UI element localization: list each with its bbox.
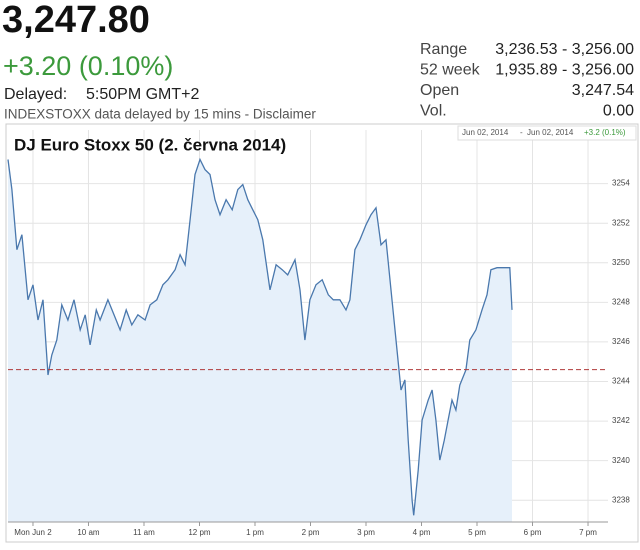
x-tick-label: Mon Jun 2 — [14, 528, 52, 537]
x-tick-label: 7 pm — [579, 528, 597, 537]
y-tick-label: 3246 — [612, 337, 630, 346]
range-box-bg — [457, 125, 637, 141]
x-tick-label: 6 pm — [524, 528, 542, 537]
x-tick-label: 11 am — [133, 528, 155, 537]
stat-label: Range — [420, 41, 467, 58]
x-tick-label: 4 pm — [413, 528, 431, 537]
x-tick-label: 2 pm — [302, 528, 320, 537]
y-tick-label: 3238 — [612, 495, 630, 504]
stat-value: 0.00 — [603, 103, 634, 120]
plot: 3238 3240 3242 3244 3246 3248 3250 3252 3254 Mon … — [7, 130, 630, 537]
y-tick-label: 3254 — [612, 179, 630, 188]
x-tick-label: 3 pm — [357, 528, 375, 537]
y-tick-label: 3248 — [612, 297, 630, 306]
y-tick-label: 3244 — [612, 377, 630, 386]
range-sep: - — [520, 128, 523, 137]
change: +3.20 (0.10%) — [3, 51, 173, 81]
y-tick-label: 3252 — [612, 218, 630, 227]
stat-value: 3,236.53 - 3,256.00 — [495, 41, 634, 58]
range-from: Jun 02, 2014 — [462, 128, 509, 137]
y-tick-label: 3250 — [612, 258, 630, 267]
area — [8, 159, 512, 522]
range-box: Jun 02, 2014 - Jun 02, 2014 +3.2 (0.1%) — [457, 125, 637, 141]
y-tick-label: 3240 — [612, 456, 630, 465]
x-tick-label: 10 am — [77, 528, 100, 537]
x-tick-label: 12 pm — [188, 528, 211, 537]
stats: Range 3,236.53 - 3,256.00 52 week 1,935.89 … — [420, 41, 634, 120]
stat-value: 1,935.89 - 3,256.00 — [495, 62, 634, 79]
delay-note[interactable]: INDEXSTOXX data delayed by 15 mins - Dis… — [4, 107, 316, 122]
stat-value: 3,247.54 — [572, 82, 634, 99]
stat-label: Open — [420, 82, 459, 99]
chart-title: DJ Euro Stoxx 50 (2. června 2014) — [14, 135, 286, 154]
delayed-label: Delayed: — [4, 86, 67, 103]
range-to: Jun 02, 2014 — [527, 128, 574, 137]
stat-label: 52 week — [420, 62, 481, 79]
x-tick-label: 5 pm — [468, 528, 486, 537]
delayed-time: 5:50PM GMT+2 — [86, 86, 199, 103]
y-tick-label: 3242 — [612, 416, 630, 425]
x-tick-label: 1 pm — [246, 528, 264, 537]
line — [7, 157, 513, 516]
price: 3,247.80 — [2, 0, 150, 41]
stat-label: Vol. — [420, 103, 447, 120]
range-change: +3.2 (0.1%) — [584, 128, 626, 137]
